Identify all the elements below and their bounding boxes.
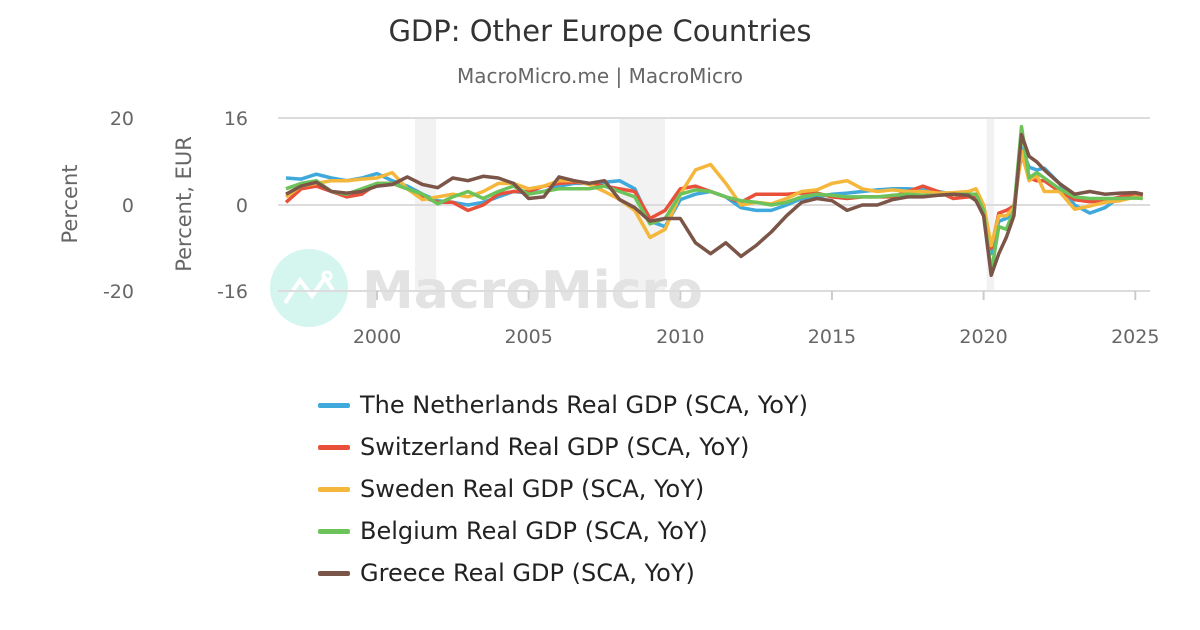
x-tick-label: 2025: [1111, 326, 1159, 348]
legend-swatch: [318, 444, 350, 450]
x-tick-label: 2010: [656, 326, 704, 348]
legend-item[interactable]: Greece Real GDP (SCA, YoY): [318, 552, 808, 594]
legend-swatch: [318, 486, 350, 492]
chart-title: GDP: Other Europe Countries: [388, 14, 812, 48]
watermark-logo-icon: [270, 249, 348, 327]
legend-swatch: [318, 528, 350, 534]
legend-item[interactable]: The Netherlands Real GDP (SCA, YoY): [318, 384, 808, 426]
series-lines: [284, 124, 1144, 278]
legend-item[interactable]: Belgium Real GDP (SCA, YoY): [318, 510, 808, 552]
y-axis-ticks: 20 0 -20 16 0 -16: [103, 108, 248, 303]
line-chart: MacroMicro 20 0 -20 16 0 -16 Percent Percent,…: [58, 108, 1159, 348]
x-tick-label: 2015: [808, 326, 856, 348]
legend-label: The Netherlands Real GDP (SCA, YoY): [360, 391, 808, 419]
legend-item[interactable]: Sweden Real GDP (SCA, YoY): [318, 468, 808, 510]
y-tick-label: -20: [103, 281, 134, 303]
watermark: MacroMicro: [270, 249, 703, 327]
x-tick-label: 2020: [959, 326, 1007, 348]
x-tick-label: 2000: [353, 326, 401, 348]
chart-subtitle: MacroMicro.me | MacroMicro: [457, 64, 743, 88]
y-tick-label: 0: [122, 195, 134, 217]
legend-label: Greece Real GDP (SCA, YoY): [360, 559, 695, 587]
legend-label: Switzerland Real GDP (SCA, YoY): [360, 433, 750, 461]
x-tick-label: 2005: [504, 326, 552, 348]
y-axis-title-left: Percent: [58, 164, 82, 243]
legend-swatch: [318, 402, 350, 408]
gridlines: [278, 117, 1150, 292]
y-tick-label: 0: [236, 195, 248, 217]
y-tick-label: -16: [217, 281, 248, 303]
legend-swatch: [318, 570, 350, 576]
x-axis-ticks: 2000 2005 2010 2015 2020 2025: [353, 291, 1159, 348]
legend-item[interactable]: Switzerland Real GDP (SCA, YoY): [318, 426, 808, 468]
legend: The Netherlands Real GDP (SCA, YoY) Switz…: [318, 384, 808, 594]
y-tick-label: 16: [224, 108, 248, 130]
legend-label: Sweden Real GDP (SCA, YoY): [360, 475, 705, 503]
y-tick-label: 20: [110, 108, 134, 130]
series-line-4: [285, 132, 1144, 278]
y-axis-title-right: Percent, EUR: [172, 136, 196, 272]
legend-label: Belgium Real GDP (SCA, YoY): [360, 517, 708, 545]
